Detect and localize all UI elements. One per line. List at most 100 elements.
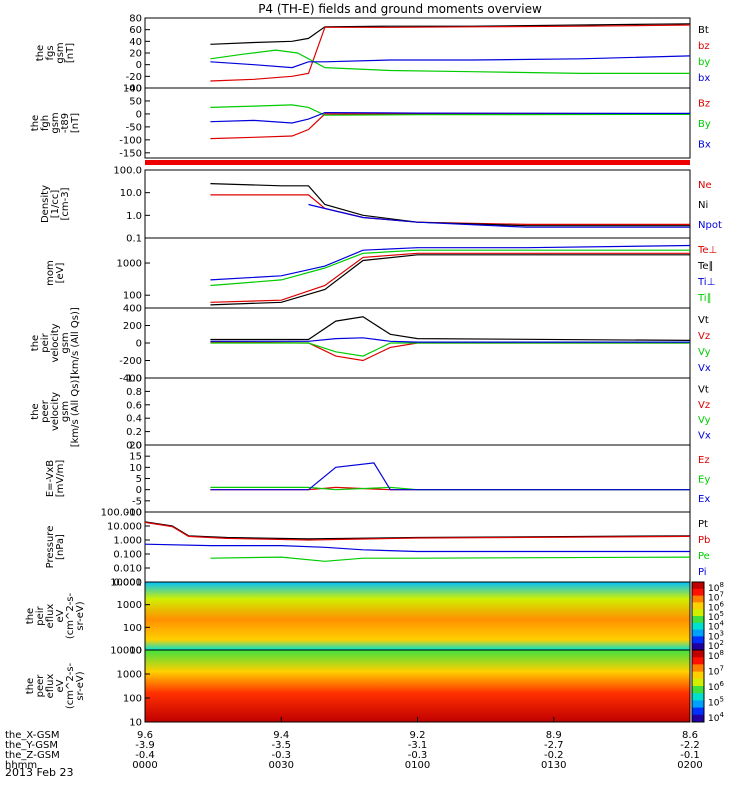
y-tick-label: -40 bbox=[126, 84, 142, 95]
colorbar-segment bbox=[692, 588, 704, 597]
y-tick-label: 1.0 bbox=[126, 374, 142, 385]
legend-entry-Vx: Vx bbox=[698, 430, 711, 441]
colorbar-segment bbox=[692, 582, 704, 590]
y-axis-label-line: -t89 bbox=[60, 113, 71, 133]
x-row-name: the_Z-GSM bbox=[5, 750, 60, 761]
y-axis-label-line: [nT] bbox=[65, 43, 76, 63]
y-tick-label: 0.6 bbox=[126, 400, 142, 411]
colorbar-tick-label: 105 bbox=[708, 696, 724, 709]
legend-entry-Bt: Bt bbox=[698, 25, 709, 36]
y-tick-label: 0.100 bbox=[113, 550, 142, 561]
y-axis-label-line: gsm bbox=[60, 401, 71, 422]
y-axis-label-line: mom bbox=[45, 260, 56, 286]
y-axis-label-line: sr-eV) bbox=[75, 601, 86, 630]
series-line-by bbox=[210, 49, 690, 75]
y-axis-label-line: peir bbox=[40, 332, 51, 352]
y-axis-label-line: Pressure bbox=[45, 526, 56, 569]
x-row-value: 0130 bbox=[541, 760, 566, 771]
y-tick-label: 10 bbox=[129, 646, 142, 657]
x-row-value: 0200 bbox=[677, 760, 702, 771]
panel-frame bbox=[144, 87, 691, 159]
y-axis-label-line: [nT] bbox=[70, 113, 81, 133]
y-axis-label-line: eflux bbox=[45, 674, 56, 699]
series-line-By bbox=[210, 104, 691, 116]
series-line-Ex bbox=[210, 462, 690, 491]
legend-entry-Vx: Vx bbox=[698, 363, 711, 374]
x-row-value: -2.7 bbox=[544, 740, 564, 751]
legend-entry-Ez: Ez bbox=[698, 455, 710, 466]
y-tick-label: 0.001 bbox=[113, 578, 142, 589]
panel-peir_vel: 400 200 0 -200 -400 the peir velocity gsm [km/s (… bbox=[30, 304, 711, 385]
y-axis-label-line: eV bbox=[55, 609, 66, 622]
colorbar-tick-label: 104 bbox=[708, 711, 724, 724]
y-tick-label: 1000 bbox=[117, 670, 142, 681]
y-tick-label: 40 bbox=[129, 37, 142, 48]
y-axis-label-line: eV bbox=[55, 679, 66, 692]
legend-entry-Vz: Vz bbox=[698, 400, 710, 411]
series-line-Ne bbox=[210, 194, 690, 225]
y-tick-label: 0.1 bbox=[126, 234, 142, 245]
y-tick-label: 1.000 bbox=[113, 536, 142, 547]
y-tick-label: 0 bbox=[136, 60, 142, 71]
x-row-value: -0.3 bbox=[408, 750, 428, 761]
legend-entry-Ne: Ne bbox=[698, 180, 712, 191]
colorbar-segment bbox=[692, 678, 704, 687]
y-tick-label: -200 bbox=[119, 356, 142, 367]
colorbar-frame bbox=[691, 649, 705, 723]
y-tick-label: -5 bbox=[132, 496, 142, 507]
y-tick-label: 10000 bbox=[110, 646, 142, 657]
series-line-Ti∥ bbox=[210, 249, 690, 287]
series-line-bz bbox=[210, 24, 691, 82]
x-row-value: -0.4 bbox=[135, 750, 155, 761]
series-line-Ni bbox=[210, 183, 690, 227]
colorbar-segment bbox=[692, 616, 704, 624]
y-tick-label: 0 bbox=[136, 109, 142, 120]
y-tick-label: 10.0 bbox=[120, 188, 142, 199]
series-line-Pi bbox=[144, 543, 690, 553]
y-axis-label-line: (cm^2-s- bbox=[65, 592, 76, 639]
legend-entry-Bx: Bx bbox=[698, 140, 711, 151]
y-tick-label: -150 bbox=[119, 148, 142, 159]
legend-entry-Pt: Pt bbox=[698, 519, 708, 530]
x-row-value: -0.3 bbox=[271, 750, 291, 761]
y-tick-label: -50 bbox=[126, 122, 142, 133]
spectrogram-image bbox=[145, 650, 690, 722]
legend-entry-bz: bz bbox=[698, 41, 710, 52]
y-tick-label: 10 bbox=[129, 718, 142, 729]
panel-peer_vel: 1.0 0.8 0.6 0.4 0.2 0.0 the peer velocity gsm [km/… bbox=[30, 374, 711, 452]
legend-entry-By: By bbox=[698, 119, 711, 130]
series-line-Vt bbox=[210, 316, 691, 341]
y-tick-label: 0 bbox=[136, 339, 142, 350]
colorbar-tick-label: 106 bbox=[708, 680, 724, 693]
y-tick-label: 100 bbox=[123, 84, 142, 95]
colorbar-segment bbox=[692, 714, 704, 723]
y-axis-label-line: the bbox=[25, 608, 36, 624]
y-tick-label: 100.0 bbox=[113, 166, 142, 177]
legend-entry-Ti⊥: Ti⊥ bbox=[697, 277, 715, 288]
y-axis-label-line: E=-VxB bbox=[45, 460, 56, 497]
figure-title: P4 (TH-E) fields and ground moments over… bbox=[258, 2, 542, 16]
colorbar-segment bbox=[692, 664, 704, 673]
y-tick-label: 10000 bbox=[110, 578, 142, 589]
y-tick-label: 200 bbox=[123, 321, 142, 332]
x-row-value: 8.9 bbox=[546, 730, 562, 741]
x-row-value: 8.6 bbox=[682, 730, 698, 741]
y-tick-label: 60 bbox=[129, 25, 142, 36]
y-tick-label: -10 bbox=[126, 508, 142, 519]
y-tick-label: 100 bbox=[123, 623, 142, 634]
x-row-value: -2.2 bbox=[680, 740, 700, 751]
y-tick-label: 1.0 bbox=[126, 211, 142, 222]
y-tick-label: -20 bbox=[126, 72, 142, 83]
legend-entry-Vt: Vt bbox=[698, 385, 709, 396]
y-tick-label: -100 bbox=[119, 135, 142, 146]
series-line-Npot bbox=[308, 203, 690, 228]
y-tick-label: 400 bbox=[123, 304, 142, 315]
legend-entry-Pe: Pe bbox=[698, 551, 710, 562]
legend-entry-by: by bbox=[698, 57, 710, 68]
x-row-value: 9.6 bbox=[137, 730, 153, 741]
colorbar-segment bbox=[692, 671, 704, 680]
